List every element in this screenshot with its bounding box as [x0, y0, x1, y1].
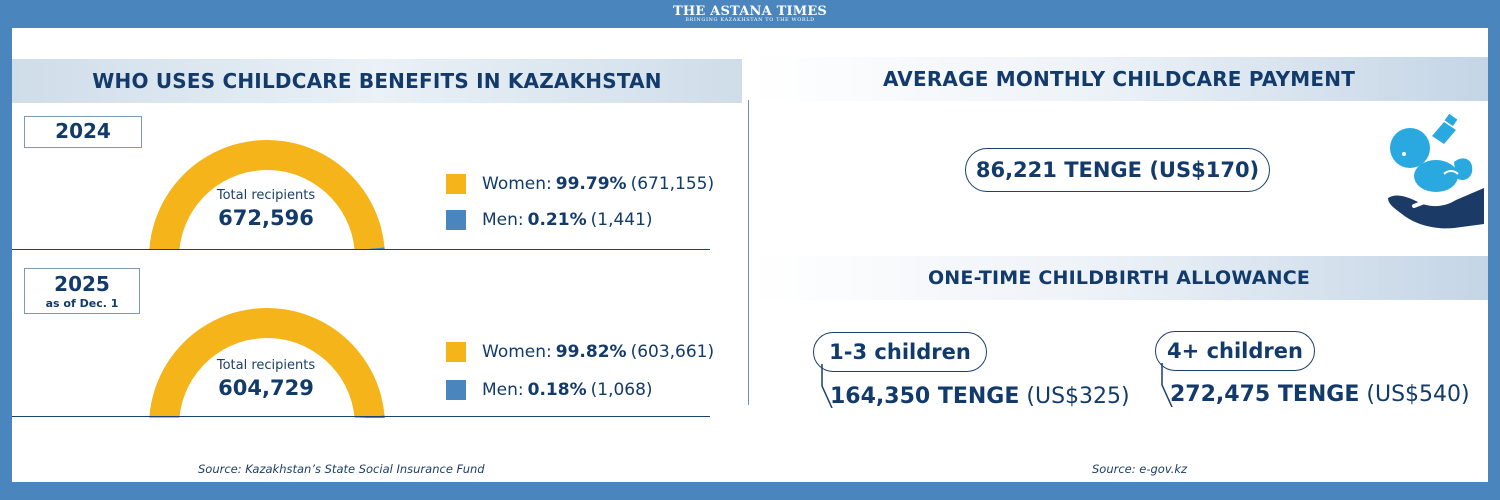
allowance-label-pill-2: 4+ children — [1155, 331, 1315, 371]
center-label-2024: Total recipients — [216, 188, 316, 203]
left-title: WHO USES CHILDCARE BENEFITS IN KAZAKHSTA… — [12, 59, 742, 103]
legend-pct: 99.82% — [555, 342, 627, 362]
baseline-2024 — [12, 249, 710, 250]
infographic-panel: WHO USES CHILDCARE BENEFITS IN KAZAKHSTA… — [12, 28, 1488, 482]
allowance-title: ONE-TIME CHILDBIRTH ALLOWANCE — [750, 256, 1488, 300]
legend-pct: 0.21% — [527, 210, 587, 230]
legend-pct: 99.79% — [555, 174, 627, 194]
legend-label: Men: — [482, 380, 524, 400]
legend-count: (671,155) — [630, 174, 715, 194]
year-note-2025: as of Dec. 1 — [45, 297, 119, 310]
donut-slice-women — [149, 140, 385, 250]
pill-pointer-1 — [821, 364, 833, 408]
allowance-tenge-2: 272,475 TENGE — [1170, 382, 1360, 407]
year-box-2025: 2025 as of Dec. 1 — [24, 268, 140, 314]
legend-count: (1,441) — [590, 210, 653, 230]
legend-label: Men: — [482, 210, 524, 230]
center-label-2025: Total recipients — [216, 358, 316, 373]
women-swatch — [446, 342, 466, 362]
allowance-usd-2: (US$540) — [1366, 382, 1470, 407]
allowance-amount-2: 272,475 TENGE (US$540) — [1170, 382, 1470, 407]
legend-count: (1,068) — [590, 380, 653, 400]
allowance-tenge-1: 164,350 TENGE — [830, 384, 1020, 409]
vertical-divider — [748, 100, 749, 405]
allowance-usd-1: (US$325) — [1026, 384, 1130, 409]
legend-pct: 0.18% — [527, 380, 587, 400]
total-recipients-2025: 604,729 — [218, 376, 314, 400]
legend-men-2025: Men: 0.18% (1,068) — [446, 380, 653, 400]
legend-women-2024: Women: 99.79% (671,155) — [446, 174, 714, 194]
men-swatch — [446, 210, 466, 230]
year-label-2024: 2024 — [55, 119, 111, 143]
legend-women-2025: Women: 99.82% (603,661) — [446, 342, 714, 362]
allowance-label-pill-1: 1-3 children — [813, 332, 987, 372]
baby-in-hand-icon — [1388, 114, 1484, 229]
total-recipients-2024: 672,596 — [218, 206, 314, 230]
donut-center-2024: Total recipients 672,596 — [166, 188, 366, 230]
payment-title: AVERAGE MONTHLY CHILDCARE PAYMENT — [750, 57, 1488, 101]
source-left: Source: Kazakhstan’s State Social Insura… — [198, 462, 485, 476]
legend-label: Women: — [482, 342, 552, 362]
donut-center-2025: Total recipients 604,729 — [166, 358, 366, 400]
payment-value-pill: 86,221 TENGE (US$170) — [965, 148, 1270, 192]
men-swatch — [446, 380, 466, 400]
legend-men-2024: Men: 0.21% (1,441) — [446, 210, 653, 230]
baseline-2025 — [12, 416, 710, 417]
masthead-tagline: BRINGING KAZAKHSTAN TO THE WORLD — [685, 17, 815, 23]
source-right: Source: e-gov.kz — [1092, 462, 1188, 476]
masthead: THE ASTANA TIMES BRINGING KAZAKHSTAN TO … — [0, 4, 1500, 23]
women-swatch — [446, 174, 466, 194]
donut-slice-women — [149, 308, 385, 418]
allowance-amount-1: 164,350 TENGE (US$325) — [830, 384, 1130, 409]
pill-pointer-2 — [1161, 363, 1173, 407]
year-box-2024: 2024 — [24, 116, 142, 148]
year-label-2025: 2025 — [54, 272, 110, 296]
legend-count: (603,661) — [630, 342, 715, 362]
masthead-name: THE ASTANA TIMES — [672, 4, 828, 19]
legend-label: Women: — [482, 174, 552, 194]
